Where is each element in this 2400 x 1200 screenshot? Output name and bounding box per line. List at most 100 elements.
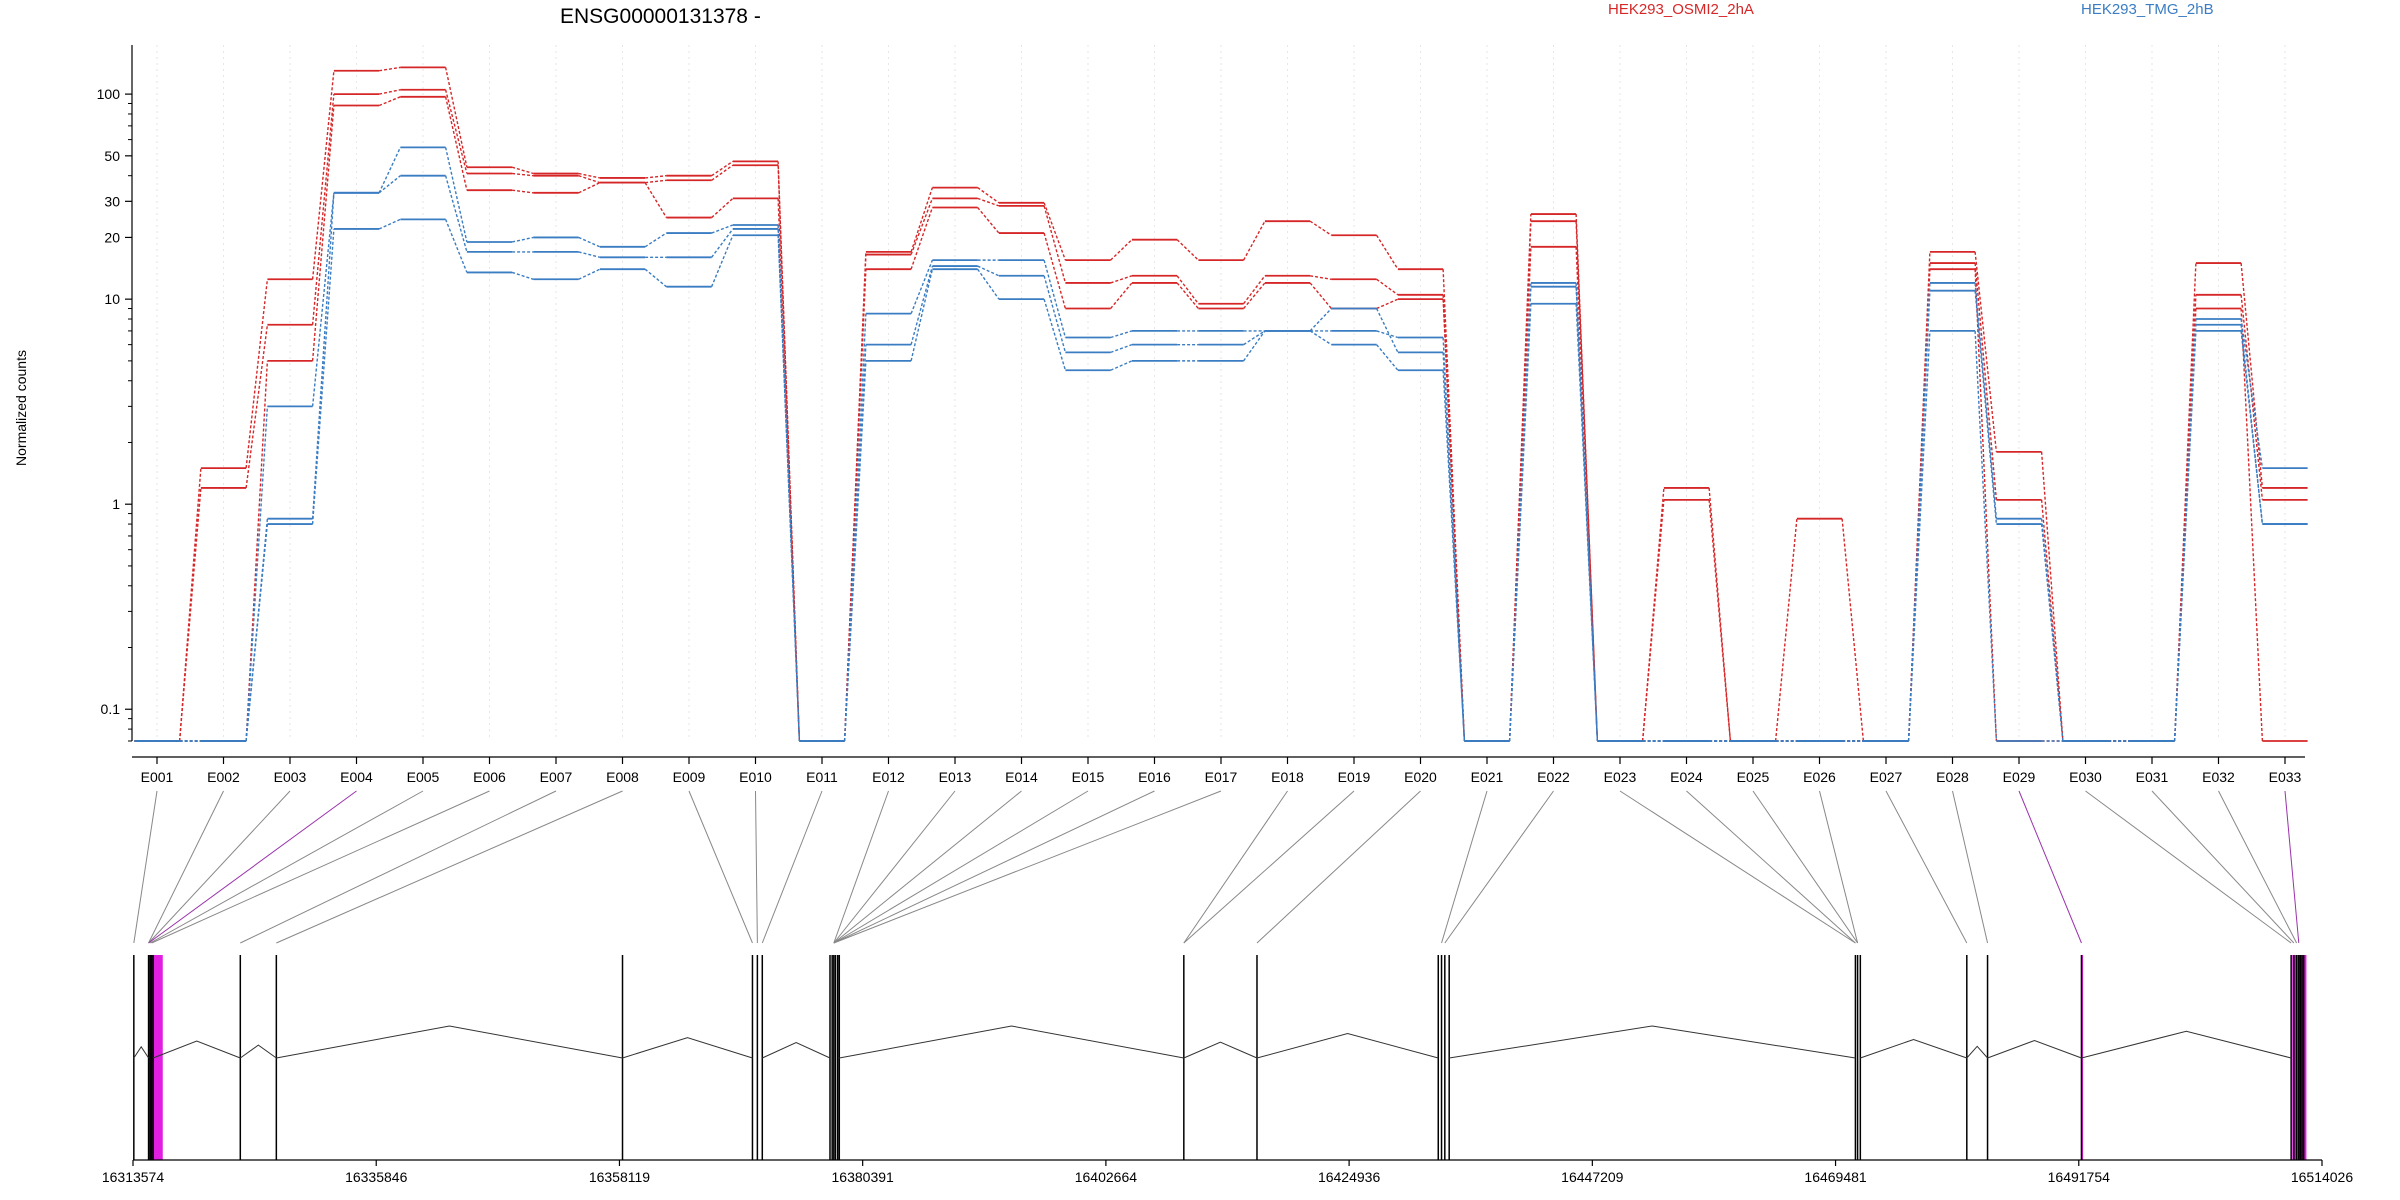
series-connector — [511, 166, 534, 175]
x-tick-label: E029 — [2003, 769, 2036, 785]
series-connector — [444, 96, 468, 191]
series-connector — [2240, 324, 2264, 525]
y-tick-label: 0.1 — [101, 701, 121, 717]
series-connector — [710, 234, 734, 287]
series-connector — [1243, 330, 1266, 362]
series-connector — [178, 487, 202, 742]
series-connector — [444, 219, 468, 273]
y-axis: 0.1 1 10 20 30 50 100 — [97, 45, 133, 742]
genomic-tick-label: 16358119 — [589, 1169, 650, 1185]
series-connector — [1176, 282, 1199, 309]
series-connector — [311, 105, 335, 361]
series-connector — [977, 265, 1000, 277]
series-connector — [578, 172, 601, 179]
x-tick-label: E033 — [2269, 769, 2302, 785]
connector-E001 — [133, 790, 158, 944]
series-connector — [910, 269, 934, 362]
series-connector — [1043, 205, 1067, 284]
connector-E007 — [240, 790, 557, 944]
intron-line — [762, 1042, 831, 1059]
connector-E028 — [1952, 790, 1989, 944]
connector-E012 — [833, 790, 889, 944]
x-tick-label: E004 — [340, 769, 373, 785]
series-connector — [1508, 214, 1532, 742]
connector-E031 — [2151, 790, 2295, 944]
series-connector — [578, 175, 601, 184]
series-connector — [2040, 523, 2064, 742]
x-axis-exons: E001 E002 E003 E004 E005 E006 E007 E008 E009 E010… — [132, 756, 2305, 785]
x-tick-label: E024 — [1670, 769, 1703, 785]
x-tick-label: E023 — [1604, 769, 1637, 785]
series-connector — [2040, 451, 2064, 742]
series-connector — [378, 89, 401, 95]
series-connector — [711, 228, 734, 258]
intron-line — [2081, 1030, 2292, 1059]
x-tick-label: E006 — [473, 769, 506, 785]
series-connector — [1907, 330, 1931, 742]
series-connector — [910, 265, 934, 345]
series-connector — [578, 268, 601, 280]
series-connector — [1110, 330, 1133, 339]
connector-E008 — [276, 790, 623, 944]
series-connector — [711, 164, 734, 181]
series-connector — [378, 175, 401, 194]
connector-E014 — [833, 790, 1022, 944]
intron-line — [1256, 1032, 1439, 1059]
series-connector — [1375, 308, 1399, 353]
series-connector — [910, 198, 934, 255]
series-connector — [1309, 308, 1332, 332]
connector-E019 — [1183, 790, 1355, 944]
series-connector — [1774, 518, 1798, 742]
legend-osmi2: HEK293_OSMI2_2hA — [1608, 1, 1754, 18]
series-connector — [843, 269, 867, 742]
intron-line — [240, 1044, 277, 1059]
series-connector — [2240, 330, 2264, 525]
genomic-axis: 16313574 16335846 16358119 16380391 16402664… — [102, 1159, 2353, 1185]
connector-E025 — [1752, 790, 1859, 944]
x-tick-label: E003 — [274, 769, 307, 785]
connector-E003 — [148, 790, 291, 944]
connector-E006 — [151, 790, 490, 944]
y-axis-label: Normalized counts — [13, 350, 29, 466]
series-connector — [2240, 262, 2264, 489]
series-connector — [1974, 269, 1998, 742]
intron-line — [839, 1025, 1184, 1059]
series-connector — [1110, 239, 1133, 261]
series-connector — [1043, 202, 1067, 261]
genomic-tick-label: 16447209 — [1561, 1169, 1624, 1185]
series-connector — [245, 360, 269, 742]
series-connector — [311, 228, 335, 525]
x-tick-label: E022 — [1537, 769, 1570, 785]
series-connector — [511, 236, 534, 243]
connector-E026 — [1819, 790, 1859, 944]
connector-E009 — [688, 790, 753, 944]
genomic-tick-label: 16380391 — [832, 1169, 895, 1185]
x-tick-label: E031 — [2136, 769, 2169, 785]
series-connector — [1442, 370, 1466, 742]
x-tick-label: E025 — [1737, 769, 1770, 785]
connector-E004 — [148, 790, 357, 944]
series-connector — [1641, 499, 1665, 742]
connector-E030 — [2085, 790, 2292, 944]
series-connector — [1043, 232, 1067, 309]
series-connector — [444, 67, 468, 168]
series-connector — [245, 406, 269, 742]
series-connector — [1907, 282, 1931, 742]
series-connector — [1110, 282, 1133, 309]
x-tick-label: E010 — [739, 769, 772, 785]
gene-model — [133, 955, 2307, 1160]
series-connector — [444, 147, 468, 243]
series-connector — [378, 147, 402, 194]
series-connector — [1376, 298, 1399, 310]
intron-line — [152, 1040, 241, 1059]
series-connector — [1974, 330, 1998, 742]
series-connector — [1243, 275, 1266, 305]
genomic-tick-label: 16402664 — [1075, 1169, 1138, 1185]
series-connector — [1376, 330, 1399, 339]
x-tick-label: E017 — [1205, 769, 1238, 785]
y-tick-label: 30 — [104, 193, 120, 209]
x-tick-label: E028 — [1936, 769, 1969, 785]
x-tick-label: E027 — [1870, 769, 1903, 785]
series-connector — [1043, 275, 1067, 353]
connector-E005 — [149, 790, 424, 944]
